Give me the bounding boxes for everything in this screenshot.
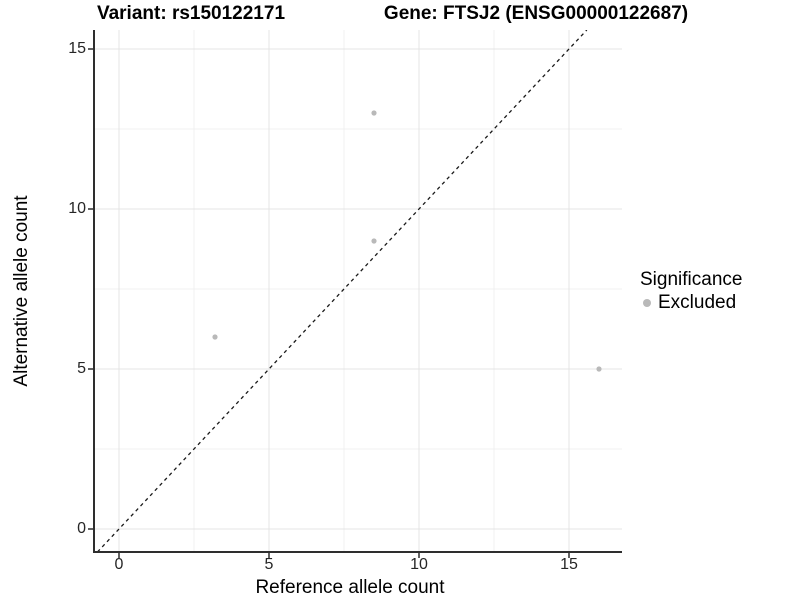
- data-point: [212, 334, 218, 340]
- identity-reference-line: [96, 30, 588, 552]
- y-tick-label: 10: [68, 200, 86, 217]
- x-tick-label: 0: [114, 556, 124, 573]
- y-tick-label: 15: [68, 40, 86, 57]
- data-point: [371, 238, 377, 244]
- y-axis-title: Alternative allele count: [11, 195, 32, 387]
- legend-title: Significance: [640, 269, 743, 290]
- legend-item-label: Excluded: [658, 292, 737, 313]
- x-tick-label: 15: [560, 556, 578, 573]
- x-axis-title: Reference allele count: [255, 577, 445, 598]
- plot-title-gene: Gene: FTSJ2 (ENSG00000122687): [383, 3, 689, 24]
- data-point: [596, 366, 602, 372]
- legend: Significance Excluded: [640, 269, 742, 313]
- legend-items: Excluded: [640, 292, 742, 313]
- y-tick-label: 0: [77, 520, 86, 537]
- legend-point-icon: [643, 298, 651, 307]
- data-point: [371, 110, 377, 116]
- x-tick-label: 5: [264, 556, 274, 573]
- y-tick-label: 5: [77, 360, 86, 377]
- plot-title-variant: Variant: rs150122171: [96, 3, 286, 24]
- x-tick-label: 10: [410, 556, 428, 573]
- legend-item: Excluded: [640, 292, 742, 313]
